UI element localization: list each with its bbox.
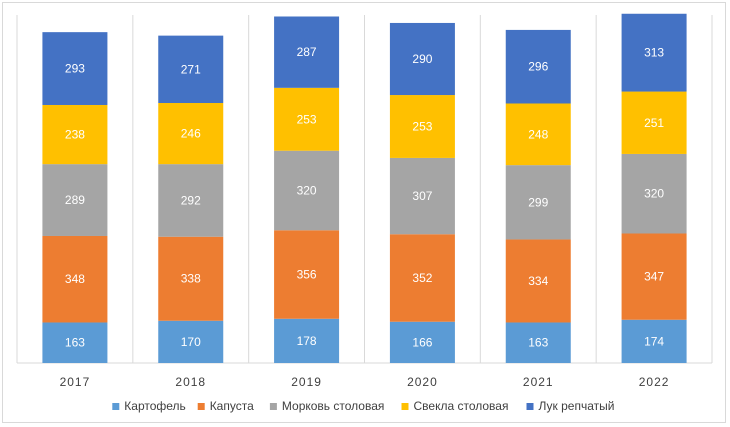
bar-segment (621, 91, 687, 154)
bar-segment (505, 103, 571, 166)
data-label: 253 (412, 119, 432, 133)
bar-segment (505, 239, 571, 323)
bar-segment (158, 102, 224, 165)
data-label: 292 (181, 193, 201, 207)
bar-segment (158, 164, 224, 237)
data-label: 253 (297, 112, 317, 126)
bar-segment (274, 16, 340, 88)
bar-segment (389, 234, 455, 322)
data-label: 289 (65, 193, 85, 207)
data-label: 352 (412, 271, 432, 285)
bar-segment (42, 235, 108, 323)
x-tick-label: 2019 (291, 375, 322, 389)
data-label: 248 (528, 127, 548, 141)
data-label: 174 (644, 334, 664, 348)
legend-label: Лук репчатый (539, 399, 615, 413)
data-label: 313 (644, 46, 664, 60)
data-label: 163 (65, 336, 85, 350)
bar-segment (389, 22, 455, 96)
data-label: 320 (644, 187, 664, 201)
bar-segment (274, 87, 340, 151)
legend-label: Свекла столовая (414, 399, 509, 413)
x-tick-label: 2021 (523, 375, 554, 389)
x-tick-label: 2018 (175, 375, 206, 389)
bar-segment (42, 32, 108, 105)
x-tick-label: 2020 (407, 375, 438, 389)
bar-segment (158, 320, 224, 363)
data-label: 251 (644, 116, 664, 130)
legend-swatch (269, 403, 277, 410)
bar-segment (389, 95, 455, 158)
data-label: 296 (528, 60, 548, 74)
data-label: 166 (412, 335, 432, 349)
bar-segment (621, 153, 687, 234)
bar-segment (621, 233, 687, 320)
data-label: 178 (297, 334, 317, 348)
data-label: 320 (297, 183, 317, 197)
bar-segment (621, 319, 687, 363)
data-label: 163 (528, 336, 548, 350)
bar-segment (389, 321, 455, 363)
bar-segment (274, 318, 340, 363)
bar-segment (274, 150, 340, 231)
data-label: 290 (412, 52, 432, 66)
bar-segment (42, 164, 108, 236)
data-label: 170 (181, 335, 201, 349)
data-label: 307 (412, 189, 432, 203)
bar-segment (42, 104, 108, 165)
bar-segment (158, 236, 224, 321)
bar-segment (505, 29, 571, 104)
x-tick-label: 2017 (60, 375, 91, 389)
bar-segment (274, 230, 340, 319)
bar-segment (42, 322, 108, 363)
data-label: 293 (65, 62, 85, 76)
data-label: 334 (528, 274, 548, 288)
legend-swatch (197, 403, 205, 410)
legend-label: Картофель (124, 399, 186, 413)
data-label: 356 (297, 268, 317, 282)
data-label: 238 (65, 128, 85, 142)
legend-swatch (401, 403, 409, 410)
data-label: 338 (181, 272, 201, 286)
x-tick-label: 2022 (639, 375, 670, 389)
legend-label: Морковь столовая (282, 399, 385, 413)
data-label: 348 (65, 272, 85, 286)
bar-segment (621, 13, 687, 92)
legend-swatch (112, 403, 120, 410)
bar-segment (158, 35, 224, 103)
bar-segment (389, 157, 455, 235)
bar-segment (505, 165, 571, 240)
data-label: 299 (528, 195, 548, 209)
data-label: 271 (181, 62, 201, 76)
data-label: 287 (297, 45, 317, 59)
legend-label: Капуста (210, 399, 254, 413)
legend-swatch (526, 403, 534, 410)
data-label: 347 (644, 270, 664, 284)
data-label: 246 (181, 127, 201, 141)
bar-segment (505, 322, 571, 363)
